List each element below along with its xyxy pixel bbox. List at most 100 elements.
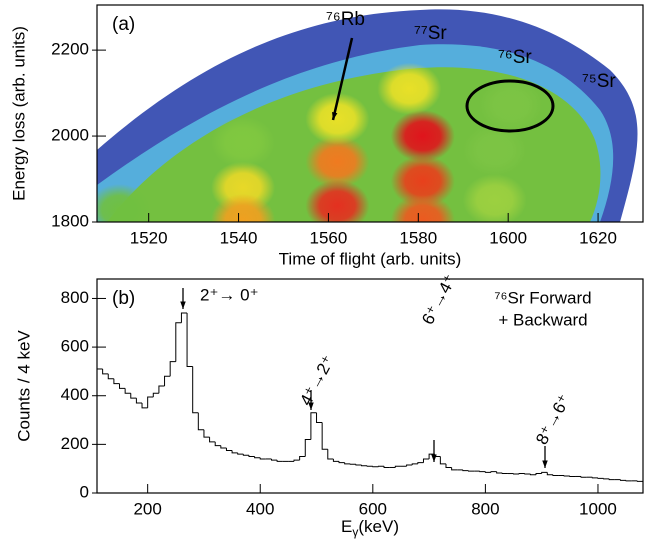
histogram-step [209,437,216,443]
histogram-step [119,383,126,389]
transition-label: 2⁺→ 0⁺ [200,285,259,304]
legend-line: + Backward [498,310,587,329]
y-tick-label: 200 [61,434,89,453]
selection-ring [465,79,555,133]
histogram-step [338,461,345,464]
histogram-step [321,422,328,450]
x-axis-title: Eγ(keV) [341,517,399,539]
histogram-step [310,412,317,440]
x-tick-label: 1620 [579,228,617,247]
histogram-step [361,465,368,467]
histogram-step [130,393,137,399]
histogram-step [113,378,120,385]
frame [96,278,644,494]
x-axis-title-part: (keV) [358,517,399,536]
cluster [390,193,455,222]
histogram-step [484,471,492,473]
histogram-step [304,439,311,457]
transition-label: 8⁺→6⁺ [532,391,574,447]
x-axis-title: Time of flight (arb. units) [279,249,462,268]
histogram-step [552,474,559,476]
histogram-step [141,403,148,409]
y-tick-label: 0 [80,482,89,501]
cluster [305,179,370,222]
histogram-step [451,467,458,471]
x-tick-label: 1560 [310,228,348,247]
cluster [462,174,527,222]
histogram-step [276,460,283,462]
histogram-step [462,469,469,472]
isotope-label: ⁷⁵Sr [582,71,616,92]
arrow-shaft [331,37,354,121]
histogram-step [316,412,323,423]
histogram-step [214,441,221,447]
histogram-step [259,457,266,460]
histogram-step [580,476,587,478]
histogram-step [102,368,109,375]
histogram-step [152,392,159,397]
arrow-head [308,402,314,410]
histogram-step [383,466,390,468]
y-tick-label: 2200 [51,40,89,59]
arrow-head [542,460,548,468]
histogram-step [445,463,452,468]
histogram-step [203,429,210,438]
x-tick-label: 1000 [579,499,617,518]
cluster [462,124,527,177]
cluster [211,116,276,169]
cluster [390,155,455,208]
x-tick-label: 1600 [489,228,527,247]
histogram-step [332,458,340,462]
legend-line: ⁷⁶Sr Forward [494,288,591,307]
histogram-step [175,322,182,362]
histogram-step [496,471,503,474]
histogram-step [344,462,351,465]
histogram-step [422,458,430,463]
transition-label: 4⁺→2⁺ [296,352,338,408]
y-tick-label: 400 [61,385,89,404]
cluster [305,135,370,188]
x-axis-title-part: γ [352,525,358,539]
histogram-step [411,463,418,466]
histogram-step [490,471,497,473]
y-tick-label: 2000 [51,126,89,145]
histogram-step [608,478,615,481]
histogram-step [299,456,306,461]
histogram-step [439,456,446,465]
histogram-step [225,448,233,451]
x-tick-label: 200 [133,499,161,518]
histogram-step [197,412,204,431]
isotope-label: ⁷⁶Sr [498,47,532,68]
histogram-step [270,458,278,461]
histogram-step [192,366,199,414]
histogram-step [535,473,542,475]
heatmap-area [97,9,638,222]
y-tick-label: 600 [61,337,89,356]
x-tick-label: 600 [359,499,387,518]
x-axis-title-part: E [341,517,352,536]
x-tick-label: 800 [471,499,499,518]
x-tick-label: 400 [246,499,274,518]
histogram-step [237,452,244,455]
histogram-step [158,385,165,394]
histogram-step [428,453,435,459]
histogram-step [293,459,300,462]
cluster [211,193,276,222]
y-axis-title: Counts / 4 keV [14,330,33,442]
histogram-step [541,471,548,474]
y-tick-label: 800 [61,288,89,307]
y-tick-label: 1800 [51,211,89,230]
histogram-step [242,454,249,456]
histogram-step [406,464,413,467]
frame [96,4,644,223]
histogram-step [164,375,171,386]
isotope-label: ⁷⁶Rb [326,9,365,30]
histogram-step [546,472,553,476]
cluster [97,183,152,222]
histogram-step [169,361,176,377]
histogram-step [248,455,255,458]
histogram-step [619,479,627,481]
transition-label: 6⁺→4⁺ [418,271,460,327]
panel-label: (b) [112,288,135,309]
